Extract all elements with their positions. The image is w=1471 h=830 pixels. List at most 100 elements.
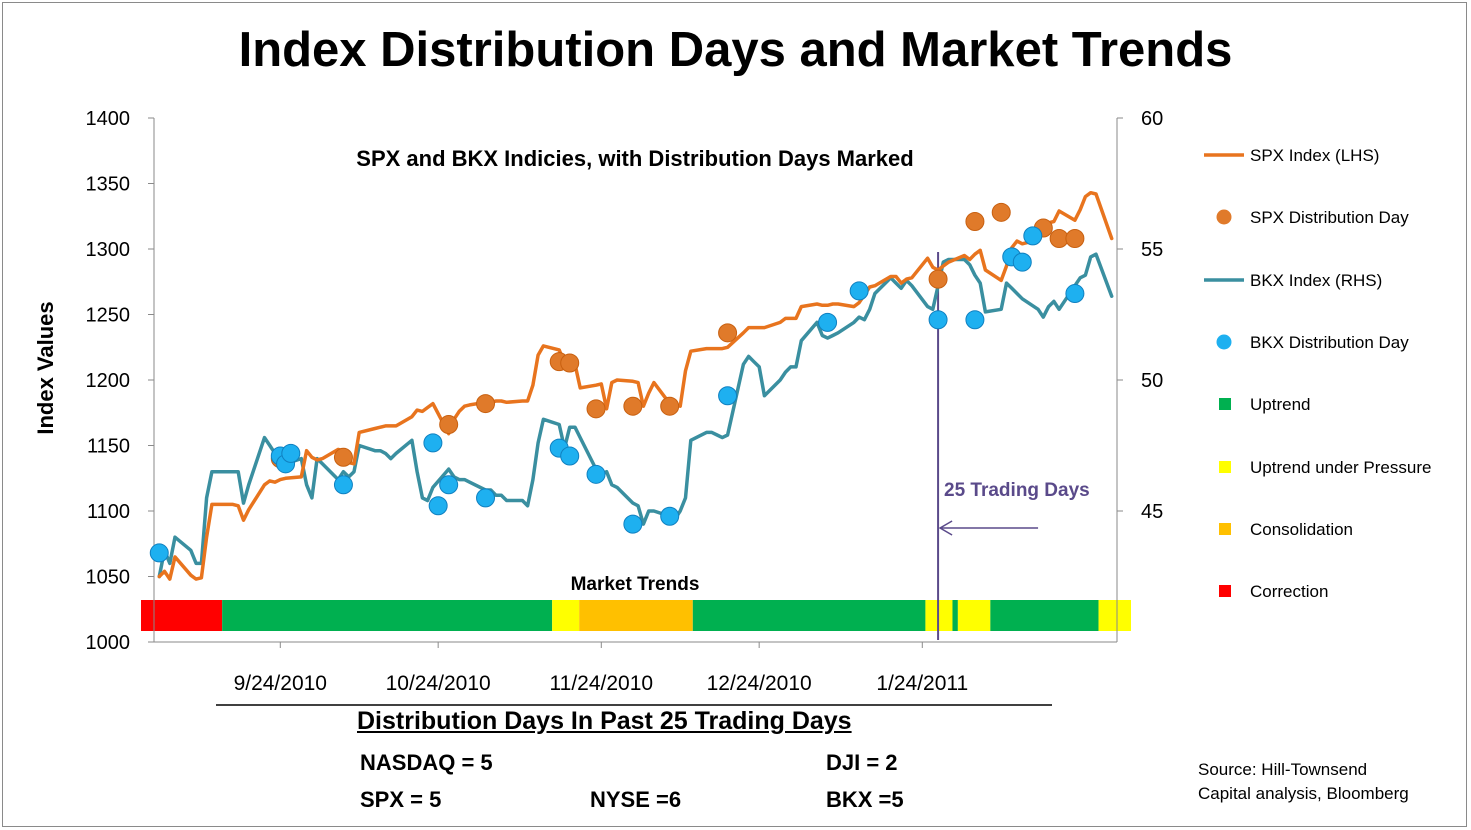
trend-segment-9: [1098, 600, 1131, 631]
legend-label: BKX Distribution Day: [1250, 332, 1409, 352]
bkx-distribution-day-point: [660, 506, 680, 526]
distribution-days-title: Distribution Days In Past 25 Trading Day…: [357, 707, 852, 735]
trend-segment-2: [552, 600, 580, 631]
legend-label: Correction: [1250, 582, 1329, 602]
bkx-distribution-day-point: [560, 446, 580, 466]
legend-label: Uptrend under Pressure: [1250, 457, 1432, 477]
bkx-distribution-day-point: [1012, 252, 1032, 272]
market-trends-label: Market Trends: [570, 574, 700, 595]
bkx-distribution-day-point: [333, 475, 353, 495]
spx-distribution-day-point: [991, 202, 1011, 222]
legend-item: BKX Index (RHS): [1192, 265, 1462, 295]
source-line-2: Capital analysis, Bloomberg: [1198, 784, 1409, 803]
bkx-distribution-day-point: [928, 310, 948, 330]
spx-distribution-day-point: [560, 353, 580, 373]
bkx-distribution-day-point: [476, 488, 496, 508]
legend-symbol: [1219, 398, 1231, 411]
bkx-distribution-day-point: [1065, 284, 1085, 304]
legend-dot-swatch: [1216, 209, 1232, 225]
legend-square-swatch: [1219, 398, 1231, 411]
legend-symbol: [1219, 585, 1231, 598]
legend-label: SPX Index (LHS): [1250, 146, 1380, 165]
bkx-distribution-day-point: [818, 312, 838, 332]
bkx-count: BKX =5: [826, 787, 904, 812]
right-tick-label: 45: [1141, 501, 1163, 523]
spx-distribution-day-point: [660, 396, 680, 416]
spx-distribution-day-point: [623, 396, 643, 416]
bkx-index-line: [157, 252, 1114, 579]
legend-item: SPX Index (LHS): [1192, 140, 1462, 170]
trend-segment-3: [579, 600, 693, 631]
dji-count: DJI = 2: [826, 750, 898, 775]
legend-label: Uptrend: [1250, 395, 1311, 415]
bkx-distribution-day-point: [849, 281, 869, 301]
legend-item: Correction: [1192, 576, 1462, 606]
spx-distribution-day-point: [718, 323, 738, 343]
chart-subtitle: SPX and BKX Indicies, with Distribution …: [356, 146, 914, 171]
left-tick-label: 1200: [86, 370, 131, 392]
legend-square-swatch: [1219, 585, 1231, 598]
source-note: Source: Hill-Townsend Capital analysis, …: [1198, 758, 1409, 806]
annotation-arrow-head: [938, 520, 953, 536]
spx-index-line: [157, 190, 1114, 581]
spx-distribution-day-point: [476, 394, 496, 414]
left-tick-label: 1050: [86, 567, 131, 589]
bkx-distribution-day-point: [965, 310, 985, 330]
spx-distribution-day-point: [333, 447, 353, 467]
trend-segment-0: [141, 600, 223, 631]
legend-item: SPX Distribution Day: [1192, 202, 1462, 232]
trend-segment-8: [990, 600, 1099, 631]
left-tick-label: 1400: [86, 108, 131, 130]
spx-distribution-day-point: [965, 211, 985, 231]
nyse-count: NYSE =6: [590, 787, 682, 812]
left-tick-label: 1100: [87, 501, 130, 523]
legend-square-swatch: [1219, 522, 1231, 535]
legend-item: Uptrend under Pressure: [1192, 452, 1462, 482]
legend-symbol: [1216, 209, 1232, 225]
bkx-distribution-day-point: [281, 443, 301, 463]
trend-segment-4: [692, 600, 926, 631]
spx-distribution-day-point: [1065, 229, 1085, 249]
legend-item: Consolidation: [1192, 514, 1462, 544]
left-tick-label: 1000: [86, 632, 131, 654]
bkx-distribution-day-point: [439, 475, 459, 495]
y-axis-label-text: Index Values: [33, 301, 58, 435]
bkx-distribution-day-point: [718, 386, 738, 406]
bkx-distribution-day-point: [149, 543, 169, 563]
bkx-distribution-day-point: [423, 433, 443, 453]
legend-label: BKX Index (RHS): [1250, 270, 1383, 290]
spx-distribution-day-point: [439, 415, 459, 435]
legend-symbol: [1219, 460, 1231, 473]
legend-symbol: [1216, 334, 1232, 350]
trend-segment-6: [952, 600, 958, 631]
spx-distribution-day-point: [586, 399, 606, 419]
right-tick-label: 60: [1141, 108, 1163, 130]
legend-square-swatch: [1219, 460, 1231, 473]
left-tick-label: 1150: [87, 436, 130, 458]
legend-symbol: [1219, 522, 1231, 535]
x-tick-label: 12/24/2010: [707, 672, 812, 695]
trend-segment-1: [222, 600, 553, 631]
left-tick-label: 1300: [86, 239, 131, 261]
left-tick-label: 1350: [86, 174, 131, 196]
bkx-distribution-day-point: [586, 464, 606, 484]
bkx-distribution-day-point: [428, 496, 448, 516]
legend-item: BKX Distribution Day: [1192, 327, 1462, 357]
trend-segment-7: [957, 600, 991, 631]
right-tick-label: 50: [1141, 370, 1163, 392]
spx-count: SPX = 5: [360, 787, 442, 812]
legend-label: Consolidation: [1250, 519, 1354, 539]
right-tick-label: 55: [1141, 239, 1163, 261]
source-line-1: Source: Hill-Townsend: [1198, 760, 1368, 779]
legend-symbol: [1204, 277, 1244, 282]
trading-days-annotation: 25 Trading Days: [944, 480, 1090, 501]
left-tick-label: 1250: [86, 305, 131, 327]
x-tick-label: 9/24/2010: [234, 672, 327, 695]
bkx-distribution-day-point: [1023, 226, 1043, 246]
x-tick-label: 10/24/2010: [386, 672, 491, 695]
legend-item: Uptrend: [1192, 389, 1462, 419]
spx-distribution-day-point: [928, 269, 948, 289]
chart-title: Index Distribution Days and Market Trend…: [238, 23, 1233, 77]
